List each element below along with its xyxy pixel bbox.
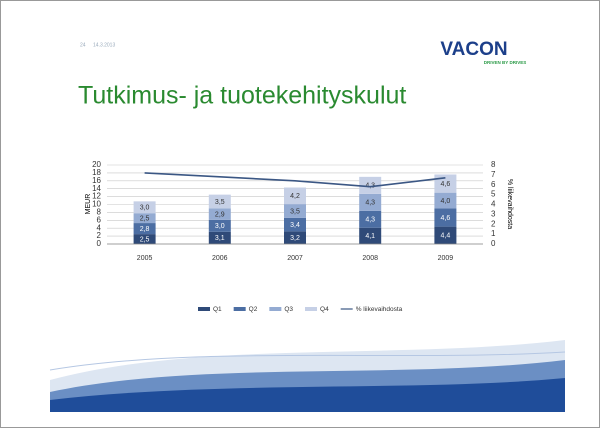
y-tick-label: 14 — [92, 184, 101, 193]
value-label: 2,9 — [215, 212, 225, 219]
y-tick-label: 8 — [97, 208, 102, 217]
x-tick-label: 2005 — [137, 255, 153, 262]
page-number: 24 — [80, 42, 86, 48]
value-label: 4,3 — [365, 217, 375, 224]
legend-swatch — [234, 307, 246, 311]
legend-label: Q4 — [320, 306, 329, 313]
legend-swatch — [305, 307, 317, 311]
value-label: 3,5 — [215, 199, 225, 206]
y-tick-label: 2 — [97, 231, 102, 240]
slide-title: Tutkimus- ja tuotekehityskulut — [78, 82, 406, 110]
y-tick-label: 12 — [92, 192, 101, 201]
y-tick-label: 4 — [97, 223, 102, 232]
x-tick-label: 2007 — [287, 255, 303, 262]
y-axis-label: MEUR — [85, 194, 92, 215]
value-label: 4,6 — [441, 215, 451, 222]
legend-swatch — [198, 307, 210, 311]
y-tick-label: 0 — [97, 239, 102, 248]
legend-swatch — [269, 307, 281, 311]
y2-tick-label: 5 — [491, 190, 496, 199]
value-label: 4,4 — [441, 233, 451, 240]
value-label: 3,2 — [290, 235, 300, 242]
value-label: 4,6 — [441, 181, 451, 188]
value-label: 4,0 — [441, 198, 451, 205]
legend-label: Q3 — [284, 306, 293, 313]
slide: 24 14.3.2013 VACON DRIVEN BY DRIVES Tutk… — [0, 0, 600, 428]
y-tick-label: 16 — [92, 176, 101, 185]
y2-tick-label: 2 — [491, 219, 496, 228]
slogan: DRIVEN BY DRIVES — [484, 60, 526, 65]
y-tick-label: 10 — [92, 200, 101, 209]
y2-tick-label: 0 — [491, 239, 496, 248]
page: {"header": {"page": "24", "date": "14.3.… — [0, 0, 600, 428]
y2-axis-label: % liikevaihdosta — [506, 179, 513, 229]
value-label: 3,0 — [215, 223, 225, 230]
y-tick-label: 6 — [97, 215, 102, 224]
y2-tick-label: 3 — [491, 209, 496, 218]
y-tick-label: 18 — [92, 168, 101, 177]
value-label: 3,1 — [215, 235, 225, 242]
value-label: 4,2 — [290, 193, 300, 200]
x-tick-label: 2009 — [438, 255, 454, 262]
value-label: 3,4 — [290, 222, 300, 229]
legend-label: Q2 — [249, 306, 258, 313]
value-label: 3,0 — [140, 205, 150, 212]
y2-tick-label: 1 — [491, 229, 496, 238]
value-label: 3,5 — [290, 208, 300, 215]
value-label: 4,1 — [365, 233, 375, 240]
legend-label: % liikevaihdosta — [356, 306, 403, 313]
date: 14.3.2013 — [93, 42, 115, 48]
x-tick-label: 2008 — [362, 255, 378, 262]
value-label: 2,5 — [140, 215, 150, 222]
value-label: 2,5 — [140, 236, 150, 243]
value-label: 2,8 — [140, 226, 150, 233]
y2-tick-label: 7 — [491, 170, 496, 179]
y2-tick-label: 6 — [491, 180, 496, 189]
y2-tick-label: 4 — [491, 200, 496, 209]
legend-label: Q1 — [213, 306, 222, 313]
value-label: 4,3 — [365, 200, 375, 207]
x-tick-label: 2006 — [212, 255, 228, 262]
y-tick-label: 20 — [92, 160, 101, 169]
y2-tick-label: 8 — [491, 160, 496, 169]
logo: VACON — [440, 39, 507, 60]
